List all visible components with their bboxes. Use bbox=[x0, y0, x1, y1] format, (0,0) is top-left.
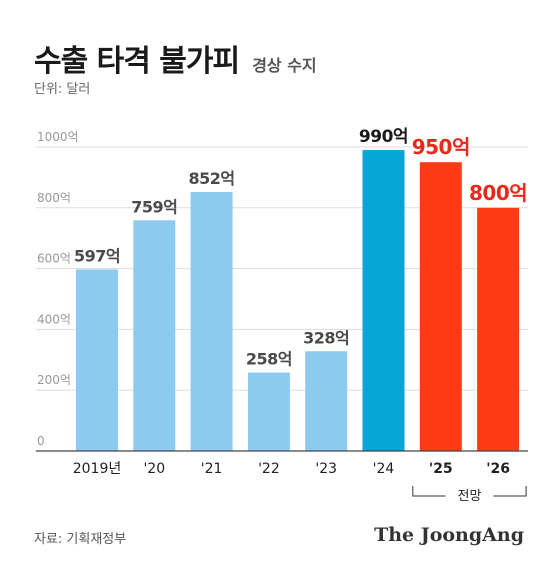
x-tick-label: '25 bbox=[429, 461, 453, 477]
source-note: 자료: 기획재정부 bbox=[34, 532, 127, 547]
data-label: 597억 bbox=[74, 247, 120, 266]
x-tick-label: '23 bbox=[315, 461, 337, 477]
data-label: 990억 bbox=[359, 127, 408, 147]
y-tick-label: 800억 bbox=[37, 191, 71, 205]
bar bbox=[247, 372, 290, 451]
title-row: 수출 타격 불가피 경상 수지 bbox=[34, 36, 317, 80]
y-tick-label: 400억 bbox=[37, 312, 71, 326]
bar bbox=[477, 207, 520, 451]
chart-title: 수출 타격 불가피 bbox=[34, 44, 240, 79]
x-tick-label: '21 bbox=[201, 461, 223, 477]
bar bbox=[419, 162, 462, 451]
forecast-bracket-right bbox=[493, 486, 527, 497]
x-tick-label: '20 bbox=[143, 461, 165, 477]
unit-label: 단위: 달러 bbox=[34, 82, 91, 97]
x-tick-label: 2019년 bbox=[73, 461, 122, 477]
bar bbox=[305, 351, 348, 451]
chart-subtitle: 경상 수지 bbox=[252, 56, 317, 75]
bar bbox=[133, 220, 176, 451]
brand-logo-text: The JoongAng bbox=[374, 524, 524, 546]
forecast-label: 전망 bbox=[457, 489, 481, 504]
y-tick-label: 600억 bbox=[37, 252, 71, 266]
data-label: 950억 bbox=[412, 135, 470, 159]
data-label: 258억 bbox=[246, 350, 292, 369]
bar bbox=[76, 269, 118, 451]
x-tick-label: '26 bbox=[486, 461, 510, 477]
forecast-bracket-left bbox=[412, 486, 446, 497]
data-label: 800억 bbox=[469, 181, 527, 205]
y-tick-label: 1000억 bbox=[37, 130, 79, 144]
bar bbox=[190, 191, 233, 451]
x-tick-label: '24 bbox=[373, 461, 395, 477]
y-tick-label: 200억 bbox=[37, 373, 71, 387]
data-label: 759억 bbox=[131, 197, 177, 216]
bar bbox=[362, 150, 405, 452]
data-label: 852억 bbox=[189, 169, 235, 188]
data-label: 328억 bbox=[303, 328, 349, 347]
y-tick-label: 0 bbox=[37, 434, 45, 448]
x-tick-label: '22 bbox=[258, 461, 280, 477]
